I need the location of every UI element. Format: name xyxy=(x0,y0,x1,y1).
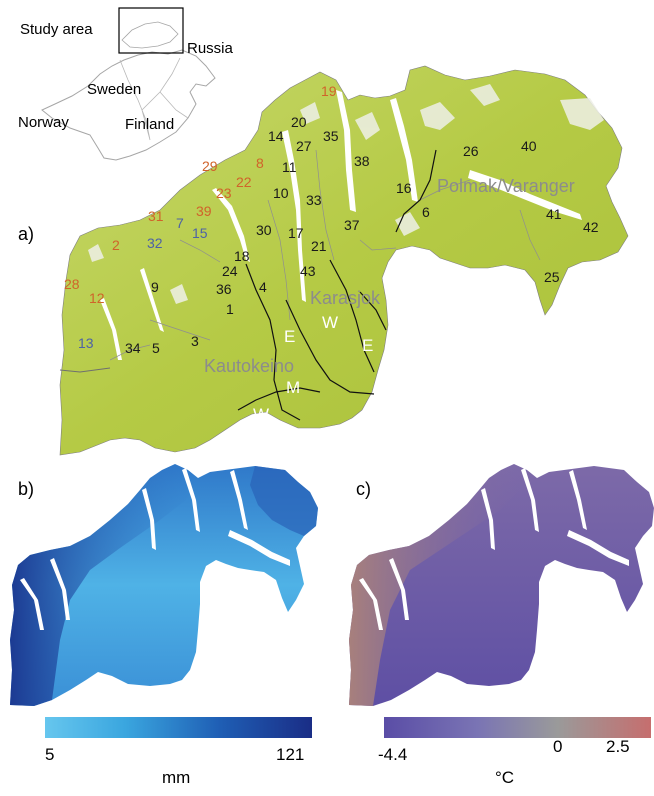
district-label: 2 xyxy=(112,237,120,253)
highland-patches xyxy=(88,84,604,304)
temperature-fjords xyxy=(359,468,629,630)
district-label: 37 xyxy=(344,217,360,233)
region-border-gray xyxy=(59,367,111,373)
district-label: 20 xyxy=(291,114,307,130)
district-label: 17 xyxy=(288,225,304,241)
inset-study-area-land xyxy=(121,21,179,49)
district-label: 26 xyxy=(463,143,479,159)
district-label: 19 xyxy=(321,83,337,99)
district-label: 4 xyxy=(259,279,267,295)
district-label: 38 xyxy=(354,153,370,169)
precipitation-colorbar xyxy=(45,717,312,738)
region-label-karasjok: Karasjok xyxy=(310,288,381,308)
district-numbers-orange: 19 29 8 22 23 39 31 2 28 12 xyxy=(64,83,337,306)
zone-label: W xyxy=(322,313,338,332)
panel-label-c: c) xyxy=(356,479,371,499)
temperature-coast xyxy=(349,464,527,706)
district-label: 14 xyxy=(268,128,284,144)
district-label: 36 xyxy=(216,281,232,297)
district-label: 12 xyxy=(89,290,105,306)
colorbar-c-unit: °C xyxy=(495,768,514,787)
panel-label-a: a) xyxy=(18,224,34,244)
zone-label: E xyxy=(362,336,373,355)
district-label: 24 xyxy=(222,263,238,279)
district-label: 7 xyxy=(176,215,184,231)
district-label: 18 xyxy=(234,248,250,264)
inset-label-norway: Norway xyxy=(18,114,69,131)
inset-coastline xyxy=(41,49,216,161)
district-label: 9 xyxy=(151,279,159,295)
district-label: 16 xyxy=(396,180,412,196)
region-label-kautokeino: Kautokeino xyxy=(204,356,294,376)
district-label: 34 xyxy=(125,340,141,356)
district-label: 40 xyxy=(521,138,537,154)
district-label: 35 xyxy=(323,128,339,144)
panel-label-b: b) xyxy=(18,479,34,499)
temperature-colorbar xyxy=(384,717,651,738)
district-label: 25 xyxy=(544,269,560,285)
panel-b-precipitation-map: b) 5 121 mm xyxy=(10,464,318,787)
inset-map: Study area Russia Sweden Norway Finland xyxy=(18,7,234,161)
district-label: 21 xyxy=(311,238,327,254)
district-borders xyxy=(109,149,541,361)
district-label: 29 xyxy=(202,158,218,174)
district-label: 11 xyxy=(282,159,297,175)
district-label: 27 xyxy=(296,138,312,154)
zone-label: E xyxy=(284,327,295,346)
district-label: 43 xyxy=(300,263,316,279)
district-label: 31 xyxy=(148,208,164,224)
district-label: 8 xyxy=(256,155,264,171)
district-label: 1 xyxy=(226,301,234,317)
district-label: 10 xyxy=(273,185,289,201)
colorbar-c-min: -4.4 xyxy=(378,745,407,764)
district-label: 15 xyxy=(192,225,208,241)
inset-label-sweden: Sweden xyxy=(87,81,141,98)
district-label: 3 xyxy=(191,333,199,349)
inset-label-finland: Finland xyxy=(125,116,174,133)
colorbar-c-mid: 0 xyxy=(553,737,562,756)
district-label: 5 xyxy=(152,340,160,356)
precipitation-east-band xyxy=(250,466,318,536)
land-area xyxy=(59,65,629,456)
colorbar-b-max: 121 xyxy=(276,745,304,764)
inset-label-study-area: Study area xyxy=(20,21,93,38)
colorbar-c-max: 2.5 xyxy=(606,737,630,756)
colorbar-b-unit: mm xyxy=(162,768,190,787)
colorbar-b-min: 5 xyxy=(45,745,54,764)
district-label: 41 xyxy=(546,206,562,222)
fjords xyxy=(100,90,582,360)
district-label: 39 xyxy=(196,203,212,219)
zone-labels: E W E M W xyxy=(253,313,373,424)
panel-c-temperature-map: c) -4.4 0 2.5 °C xyxy=(349,464,654,787)
district-label: 28 xyxy=(64,276,80,292)
district-label: 23 xyxy=(216,185,232,201)
district-label: 13 xyxy=(78,335,94,351)
herding-borders xyxy=(237,149,437,421)
district-label: 33 xyxy=(306,192,322,208)
district-label: 42 xyxy=(583,219,599,235)
district-numbers-black: 20 35 14 27 11 38 26 40 10 33 16 6 30 17… xyxy=(125,114,599,356)
zone-label: W xyxy=(253,405,269,424)
inset-borders xyxy=(119,57,189,141)
panel-a-map: a) xyxy=(18,65,629,456)
district-label: 30 xyxy=(256,222,272,238)
district-label: 32 xyxy=(147,235,163,251)
district-label: 22 xyxy=(236,174,252,190)
zone-label: M xyxy=(286,378,300,397)
precipitation-fjords xyxy=(20,468,290,630)
temperature-land xyxy=(349,464,654,706)
region-label-polmak: Polmak/Varanger xyxy=(437,176,575,196)
district-label: 6 xyxy=(422,204,430,220)
study-area-box xyxy=(118,7,184,54)
inset-label-russia: Russia xyxy=(187,40,234,57)
district-numbers-blue: 7 15 32 13 xyxy=(78,215,208,351)
precipitation-land xyxy=(10,464,318,706)
